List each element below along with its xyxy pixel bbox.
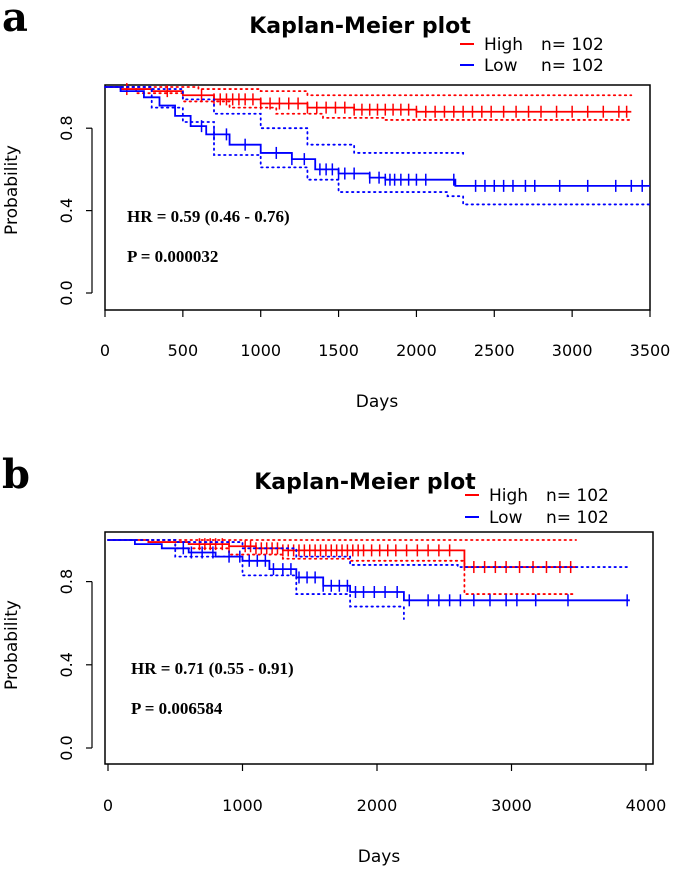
x-tick-label: 2500 bbox=[474, 341, 515, 360]
x-tick-label: 3000 bbox=[491, 796, 532, 815]
y-axis-title: Probability bbox=[2, 145, 22, 235]
p-value-text: P = 0.000032 bbox=[127, 247, 218, 266]
survival-curve-high bbox=[105, 86, 632, 113]
y-tick-label: 0.8 bbox=[57, 569, 76, 594]
survival-curve-low bbox=[105, 86, 650, 187]
legend-label-low: Low bbox=[489, 508, 523, 528]
chart-title: Kaplan-Meier plot bbox=[249, 14, 471, 39]
ci-upper-low bbox=[104, 86, 465, 156]
legend-label-high: High bbox=[489, 486, 528, 506]
chart-title: Kaplan-Meier plot bbox=[254, 470, 476, 495]
y-tick-label: 0.0 bbox=[57, 735, 76, 760]
plot-area bbox=[107, 538, 631, 620]
ci-lower-low bbox=[107, 539, 405, 620]
x-tick-label: 1000 bbox=[240, 341, 281, 360]
legend-n-low: n= 102 bbox=[546, 508, 609, 528]
hazard-ratio-text: HR = 0.71 (0.55 - 0.91) bbox=[131, 659, 294, 678]
x-axis: 0 500 1000 1500 2000 2500 3000 3500 bbox=[100, 310, 670, 360]
x-tick-label: 1000 bbox=[222, 796, 263, 815]
panel-b: b Kaplan-Meier plot High n= 102 Low n= 1… bbox=[2, 451, 666, 867]
y-tick-label: 0.0 bbox=[57, 280, 76, 305]
x-tick-label: 0 bbox=[100, 341, 110, 360]
y-tick-label: 0.4 bbox=[57, 652, 76, 677]
p-value-text: P = 0.006584 bbox=[131, 699, 223, 718]
legend: High n= 102 Low n= 102 bbox=[465, 486, 609, 528]
y-axis-title: Probability bbox=[2, 600, 22, 690]
y-axis: 0.0 0.4 0.8 bbox=[57, 569, 93, 761]
legend-n-low: n= 102 bbox=[541, 56, 604, 76]
legend-n-high: n= 102 bbox=[541, 35, 604, 55]
y-tick-label: 0.4 bbox=[57, 198, 76, 223]
x-tick-label: 2000 bbox=[396, 341, 437, 360]
x-tick-label: 3500 bbox=[630, 341, 671, 360]
legend: High n= 102 Low n= 102 bbox=[460, 35, 604, 76]
y-tick-label: 0.8 bbox=[57, 115, 76, 140]
x-axis-title: Days bbox=[358, 847, 401, 867]
x-tick-label: 2000 bbox=[357, 796, 398, 815]
x-tick-label: 1500 bbox=[318, 341, 359, 360]
legend-label-high: High bbox=[484, 35, 523, 55]
ci-upper-low bbox=[107, 539, 631, 568]
x-axis: 0 1000 2000 3000 4000 bbox=[103, 764, 666, 815]
plot-frame bbox=[104, 84, 651, 311]
hazard-ratio-text: HR = 0.59 (0.46 - 0.76) bbox=[127, 207, 290, 226]
legend-n-high: n= 102 bbox=[546, 486, 609, 506]
panel-letter: b bbox=[2, 451, 30, 498]
survival-curve-low bbox=[108, 539, 630, 602]
survival-curve-high bbox=[108, 539, 577, 568]
x-axis-title: Days bbox=[356, 392, 399, 412]
y-axis: 0.0 0.4 0.8 bbox=[57, 115, 93, 306]
x-tick-label: 3000 bbox=[552, 341, 593, 360]
x-tick-label: 500 bbox=[168, 341, 199, 360]
plot-area bbox=[104, 83, 651, 206]
legend-label-low: Low bbox=[484, 56, 518, 76]
panel-a: a Kaplan-Meier plot High n= 102 Low n= 1… bbox=[2, 0, 670, 412]
plot-frame bbox=[104, 531, 654, 765]
x-tick-label: 4000 bbox=[626, 796, 667, 815]
ci-upper-high bbox=[104, 86, 633, 97]
ci-lower-low bbox=[104, 86, 651, 206]
panel-letter: a bbox=[2, 0, 28, 41]
x-tick-label: 0 bbox=[103, 796, 113, 815]
